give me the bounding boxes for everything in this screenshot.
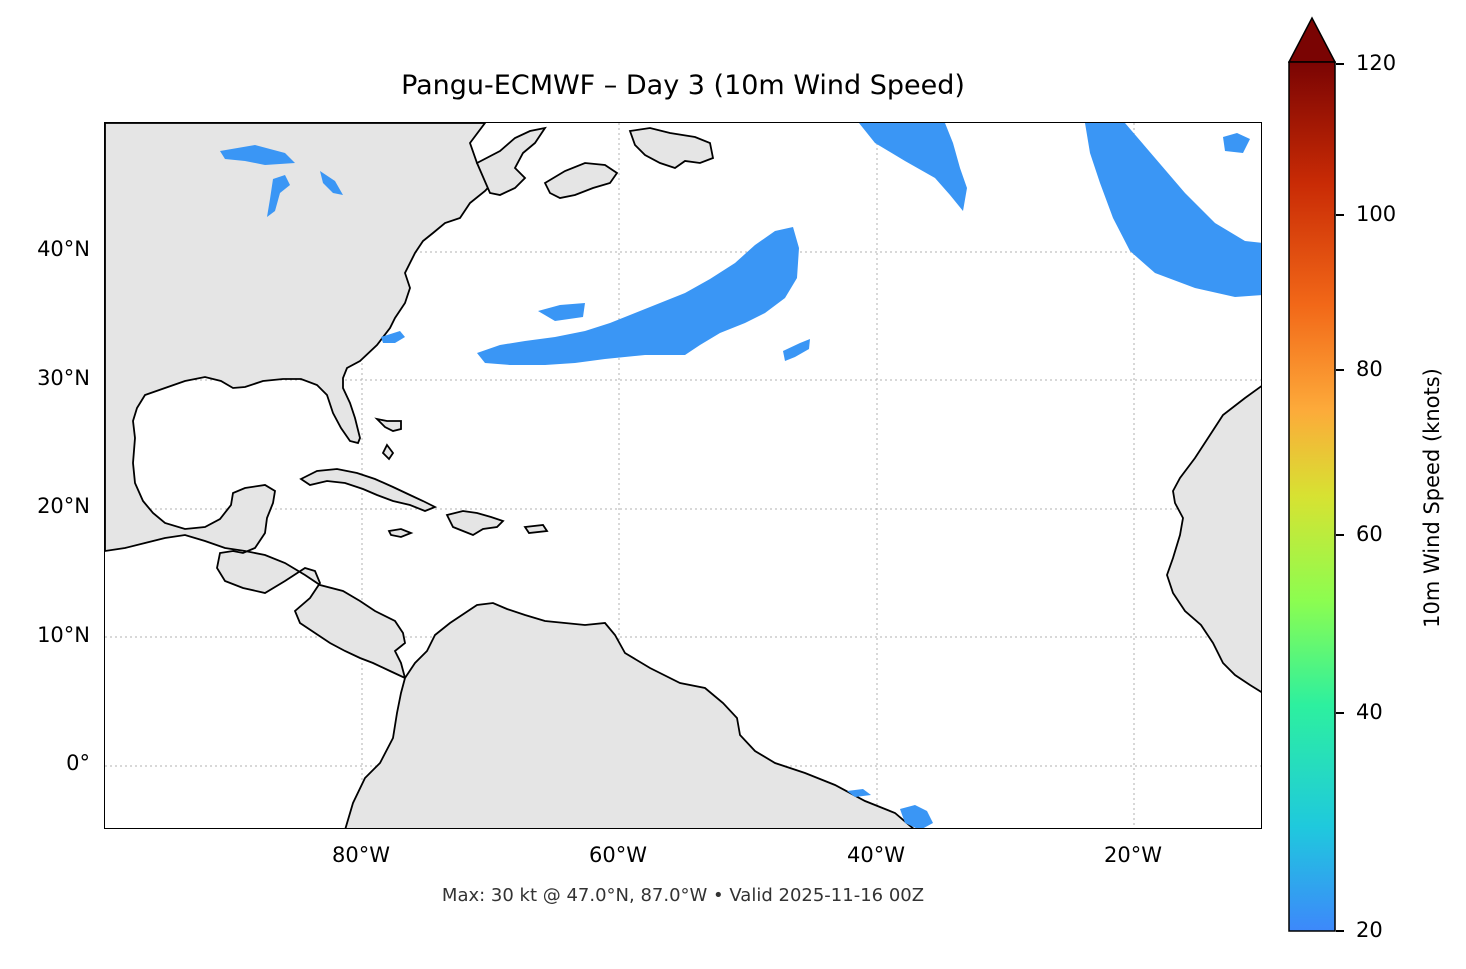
north-america-landmass: [105, 123, 498, 680]
colorbar-tick: [1336, 712, 1344, 714]
lat-label-30n: 30°N: [37, 366, 90, 390]
colorbar-tick: [1336, 930, 1344, 932]
wind-blob-north-central: [859, 123, 967, 211]
lon-label-80w: 80°W: [332, 843, 390, 867]
colorbar-label-100: 100: [1356, 202, 1397, 226]
south-america-landmass: [344, 602, 915, 828]
map-panel[interactable]: [104, 122, 1262, 829]
wind-blob-south-2: [847, 789, 871, 797]
jamaica: [387, 528, 414, 538]
lat-label-0: 0°: [66, 751, 90, 775]
wind-blob-central-atlantic: [477, 227, 799, 365]
atlantic-canada-landmass: [475, 126, 547, 196]
gridlines: [105, 123, 1261, 828]
lon-label-40w: 40°W: [847, 843, 905, 867]
great-lakes: [220, 145, 343, 217]
wind-blob-south-1: [900, 805, 933, 828]
nova-scotia: [543, 162, 619, 199]
wind-blob-small-1: [783, 339, 810, 361]
colorbar-label-20: 20: [1356, 918, 1383, 942]
colorbar-tick: [1336, 214, 1344, 216]
newfoundland: [628, 127, 715, 169]
cuba: [299, 468, 438, 512]
map-canvas: [105, 123, 1261, 828]
wind-blob-small-2: [1223, 133, 1250, 153]
lon-label-60w: 60°W: [589, 843, 647, 867]
map-footer-caption: Max: 30 kt @ 47.0°N, 87.0°W • Valid 2025…: [441, 885, 925, 906]
colorbar-tick: [1336, 534, 1344, 536]
africa-landmass: [1166, 385, 1261, 693]
bahamas: [374, 417, 402, 461]
wind-blob-northeast: [1085, 123, 1261, 297]
colorbar-tick: [1336, 369, 1344, 371]
colorbar-title: 10m Wind Speed (knots): [1420, 368, 1444, 628]
lat-label-40n: 40°N: [37, 237, 90, 261]
colorbar-label-60: 60: [1356, 522, 1383, 546]
colorbar-tick: [1336, 63, 1344, 65]
colorbar: [1288, 16, 1336, 932]
map-title: Pangu-ECMWF – Day 3 (10m Wind Speed): [401, 70, 965, 101]
colorbar-label-40: 40: [1356, 700, 1383, 724]
colorbar-label-120: 120: [1356, 51, 1397, 75]
wind-blob-florida: [381, 331, 405, 343]
lat-label-10n: 10°N: [37, 623, 90, 647]
colorbar-label-80: 80: [1356, 357, 1383, 381]
puerto-rico: [523, 524, 549, 534]
hispaniola: [445, 510, 505, 537]
colorbar-gradient: [1288, 61, 1336, 932]
lon-label-20w: 20°W: [1104, 843, 1162, 867]
lat-label-20n: 20°N: [37, 494, 90, 518]
colorbar-extend-arrow: [1288, 16, 1336, 63]
wind-speed-field: [381, 123, 1261, 828]
